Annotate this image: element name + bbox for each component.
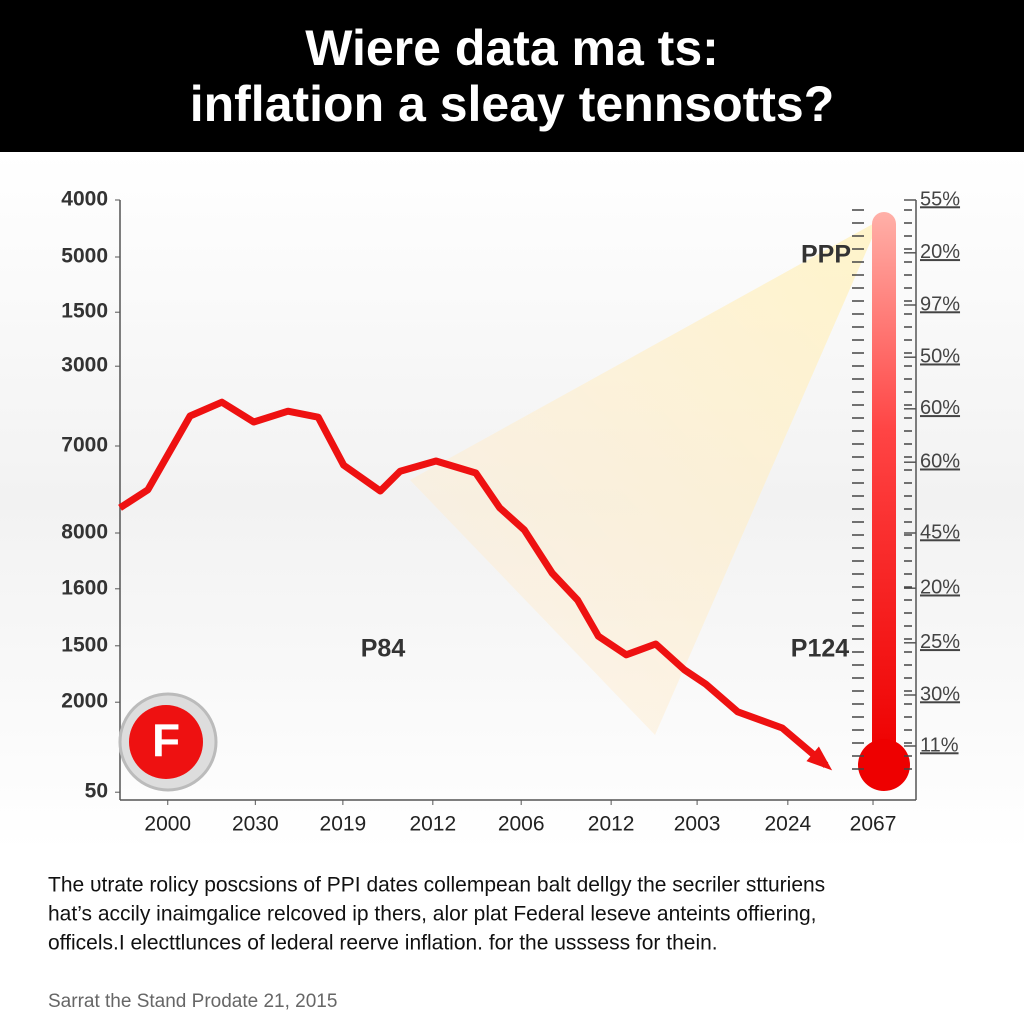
title-line: inflation a sleay tennsotts? (190, 76, 835, 132)
x-tick-label: 2012 (588, 813, 635, 836)
y-tick-label: 3000 (61, 354, 108, 377)
footer: Sarrat the Stand Prodate 21, 2015 (48, 991, 337, 1012)
y2-tick-label: 30% (920, 683, 960, 705)
y2-tick-label: 50% (920, 345, 960, 367)
body-line: hat’s accily inaimgalice relcoved ip the… (48, 903, 816, 926)
y-tick-label: 1500 (61, 300, 108, 323)
y2-tick-label: 11% (920, 734, 959, 756)
y2-tick-label: 45% (920, 521, 960, 543)
y2-tick-label: 25% (920, 631, 960, 653)
title-band (0, 0, 1024, 152)
body-line: officels.I electtlunces of lederal reerv… (48, 932, 718, 955)
highlight-cone (410, 220, 880, 735)
y-tick-label: 8000 (61, 521, 108, 544)
y2-tick-label: 60% (920, 397, 960, 419)
x-tick-label: 2030 (232, 813, 279, 836)
badge-letter: F (152, 714, 180, 766)
thermometer-scale (852, 209, 912, 770)
x-tick-label: 2067 (850, 813, 897, 836)
badge (129, 705, 203, 779)
x-tick-label: 2003 (674, 813, 721, 836)
annotation: P124 (791, 635, 849, 663)
plot: 4000 5000 1500 3000 7000 8000 1600 1500 2000 50 20… (61, 188, 960, 836)
y-tick-label: 7000 (61, 434, 108, 457)
y2-tick-label: 20% (920, 576, 960, 598)
x-tick-label: 2012 (409, 813, 456, 836)
y2-tick-label: 20% (920, 241, 960, 263)
annotation: P84 (361, 635, 406, 663)
x-tick-label: 2019 (320, 813, 367, 836)
x-tick-label: 2024 (764, 813, 811, 836)
y-tick-label: 5000 (61, 245, 108, 268)
arrow-head (806, 746, 833, 771)
x-tick-label: 2000 (144, 813, 191, 836)
body-line: The υtrate rolicy poscsions of PPI dates… (48, 874, 825, 897)
y2-tick-label: 55% (920, 188, 960, 210)
y-tick-label: 2000 (61, 690, 108, 713)
y-tick-label: 50 (85, 780, 108, 803)
title-line: Wiere data ma ts: (305, 20, 719, 76)
y-tick-label: 1600 (61, 576, 108, 599)
annotation: PPP (801, 241, 851, 269)
y-tick-label: 4000 (61, 188, 108, 211)
data-line (118, 398, 829, 768)
y2-tick-label: 60% (920, 450, 960, 472)
thermometer-bulb (858, 739, 910, 791)
thermometer-tube (872, 212, 896, 760)
y2-tick-label: 97% (920, 293, 960, 315)
y-tick-label: 1500 (61, 633, 108, 656)
x-tick-label: 2006 (498, 813, 545, 836)
